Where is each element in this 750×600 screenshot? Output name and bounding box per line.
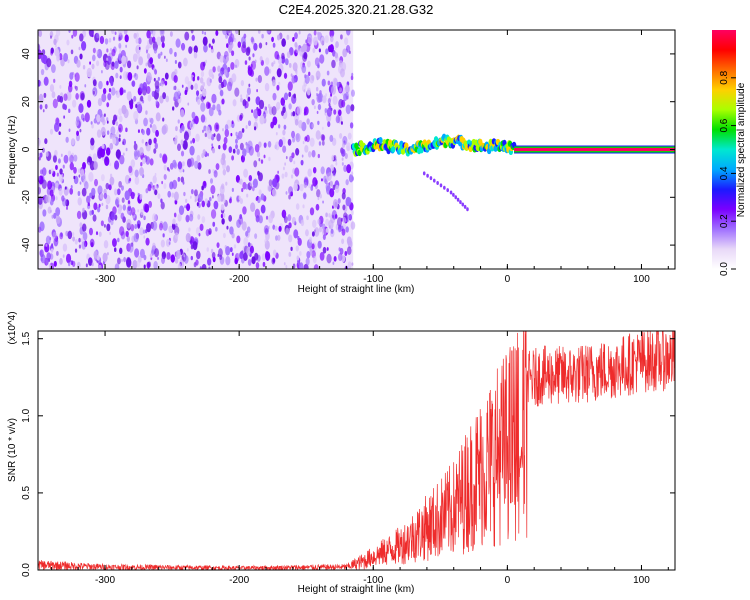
spectrogram-xlabel: Height of straight line (km): [298, 284, 415, 295]
colorbar-tick-label: 0.4: [719, 166, 730, 180]
side-branch-mark: [422, 171, 426, 176]
side-branch-mark: [449, 190, 453, 195]
spectrogram-xtick-label: -300: [95, 274, 115, 285]
snr-ylabel: SNR (10 * v/v): [7, 418, 18, 482]
spectrogram-ylabel: Frequency (Hz): [7, 116, 18, 185]
side-branch-mark: [443, 185, 446, 190]
side-branch-mark: [446, 188, 449, 193]
carrier-line-core: [514, 147, 675, 152]
spectrogram-ytick-label: 0: [21, 146, 32, 152]
snr-xlabel: Height of straight line (km): [298, 584, 415, 595]
side-branch-mark: [432, 178, 436, 183]
side-branch-mark: [429, 176, 433, 181]
side-branch-mark: [466, 207, 469, 212]
figure-title: C2E4.2025.320.21.28.G32: [279, 2, 434, 17]
colorbar-axis: 0.0 0.2 0.4 0.6 0.8: [719, 70, 736, 276]
side-branch-mark: [463, 204, 467, 209]
colorbar-tick-label: 0.8: [719, 70, 730, 84]
side-branch-mark: [439, 183, 443, 188]
side-branch-mark: [436, 180, 439, 185]
snr-multiplier: (x10^4): [7, 311, 18, 344]
spectrogram-xtick-label: -200: [229, 274, 249, 285]
snr-xtick-label: -200: [229, 575, 249, 586]
colorbar-tick-label: 0.6: [719, 118, 730, 132]
snr-series-line: [38, 331, 675, 570]
snr-frame: [37, 330, 676, 571]
side-branch-mark: [454, 195, 458, 200]
colorbar-tick-label: 0.2: [719, 214, 730, 228]
colorbar-tick-label: 0.0: [719, 262, 730, 276]
side-branch-mark: [426, 173, 429, 178]
snr-ytick-label: 0.5: [21, 486, 32, 500]
spectrogram-image: [38, 30, 675, 269]
snr-panel: -300 -200 -100 0 100 0.0 0.5 1.0 1.5 Height of s…: [7, 311, 676, 595]
snr-ytick-label: 0.0: [21, 563, 32, 577]
spectrogram-xtick-label: 100: [633, 274, 650, 285]
spectrogram-ytick-label: -40: [21, 237, 32, 252]
side-branch-mark: [459, 200, 462, 205]
snr-ytick-label: 1.0: [21, 408, 32, 422]
spectrogram-ytick-label: -20: [21, 190, 32, 205]
colorbar: 0.0 0.2 0.4 0.6 0.8 Normalized spectral ampl…: [712, 30, 747, 276]
snr-plot: [38, 331, 675, 570]
snr-ytick-label: 1.5: [21, 331, 32, 345]
colorbar-label: Normalized spectral amplitude: [736, 82, 747, 217]
colorbar-gradient: [712, 30, 736, 269]
side-branch-mark: [452, 192, 455, 197]
spectrogram-ytick-label: 20: [21, 96, 32, 108]
side-branch-mark: [456, 197, 460, 202]
snr-xtick-label: 100: [633, 575, 650, 586]
spectrogram-xtick-label: 0: [505, 274, 511, 285]
spectrogram-xtick-label: -100: [363, 274, 383, 285]
spectrogram-ytick-label: 40: [21, 48, 32, 60]
snr-xtick-label: 0: [505, 575, 511, 586]
snr-xtick-label: -100: [363, 575, 383, 586]
side-branch-mark: [461, 202, 465, 207]
snr-axes: -300 -200 -100 0 100 0.0 0.5 1.0 1.5: [21, 331, 675, 586]
snr-xtick-label: -300: [95, 575, 115, 586]
